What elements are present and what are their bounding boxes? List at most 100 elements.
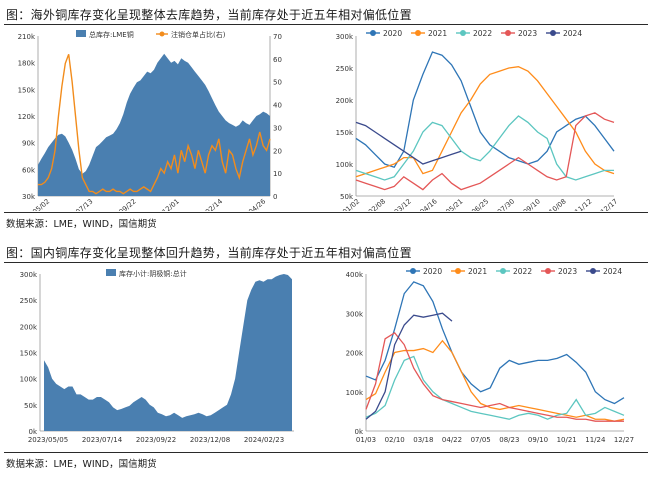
x-tick-label: 11/12 <box>573 197 593 211</box>
x-tick-label: 2024/04/26 <box>232 197 267 211</box>
y2-tick-label: 10 <box>273 170 282 178</box>
y2-tick-label: 30 <box>273 124 282 132</box>
legend-label-inventory: 总库存:LME铜 <box>89 30 134 39</box>
y2-tick-label: 0 <box>273 193 277 201</box>
legend-marker-2021 <box>415 30 421 36</box>
y-tick-label: 50k <box>340 193 354 201</box>
figure2-title-rule <box>4 262 648 263</box>
y-tick-label: 90k <box>22 140 36 148</box>
legend-swatch-shfe <box>106 269 116 276</box>
x-tick-label: 05/21 <box>444 197 464 211</box>
y-tick-label: 300k <box>346 310 364 318</box>
figure2-source-rule <box>4 452 648 453</box>
y-tick-label: 30k <box>22 193 36 201</box>
x-tick-label: 07/30 <box>496 197 516 211</box>
x-tick-label: 2023/05/05 <box>28 436 68 444</box>
legend-label-2020: 2020 <box>423 267 442 276</box>
x-tick-label: 10/21 <box>557 436 577 444</box>
legend-label-2022: 2022 <box>473 29 492 38</box>
legend-label-2024: 2024 <box>603 267 622 276</box>
series-line-2023 <box>355 112 615 191</box>
legend-label-ratio: 注销仓单占比(右) <box>171 30 226 39</box>
y-tick-label: 180k <box>18 60 36 68</box>
y-tick-label: 100k <box>20 376 38 384</box>
legend-marker-2023 <box>545 268 551 274</box>
figure1-source-rule <box>4 212 648 213</box>
y-tick-label: 0k <box>28 428 37 436</box>
legend-marker-2023 <box>505 30 511 36</box>
lme-total-inventory-chart: 30k 60k 90k 120k 150k 180k 210k 0 10 20 30 40 50 60 70… <box>16 30 282 211</box>
y-tick-label: 100k <box>336 161 354 169</box>
x-tick-label: 2023/12/01 <box>146 197 181 211</box>
y2-tick-label: 50 <box>273 79 282 87</box>
x-tick-label: 02/10 <box>385 436 405 444</box>
x-tick-label: 09/10 <box>528 436 548 444</box>
legend-label-2021: 2021 <box>428 29 447 38</box>
series-line-2021 <box>355 66 615 178</box>
legend-marker-2024 <box>590 268 596 274</box>
y2-tick-label: 20 <box>273 147 282 155</box>
shfe-total-inventory-chart: 0k 50k 100k 150k 200k 250k 300k 2023/05/05 2023/… <box>20 269 294 444</box>
y2-tick-label: 60 <box>273 56 282 64</box>
legend-label-2020: 2020 <box>383 29 402 38</box>
y-tick-label: 300k <box>20 271 38 279</box>
legend-marker-2022 <box>500 268 506 274</box>
legend-label-2022: 2022 <box>513 267 532 276</box>
x-tick-label: 09/10 <box>522 197 542 211</box>
series-line-2022 <box>365 355 625 420</box>
figure2-source: 数据来源：LME，WIND，国信期货 <box>6 459 157 470</box>
y-tick-label: 150k <box>18 86 36 94</box>
legend-label-2023: 2023 <box>558 267 577 276</box>
x-tick-label: 10/08 <box>548 197 568 211</box>
y-tick-label: 400k <box>346 271 364 279</box>
figure1-source: 数据来源：LME，WIND，国信期货 <box>6 219 157 230</box>
x-tick-label: 2024/02/14 <box>189 197 224 211</box>
legend-label-2024: 2024 <box>563 29 582 38</box>
x-tick-label: 2023/07/14 <box>82 436 123 444</box>
legend-marker-2021 <box>455 268 461 274</box>
legend-label-2023: 2023 <box>518 29 537 38</box>
legend-label-shfe: 库存小计:阴极铜:总计 <box>119 269 187 278</box>
x-tick-label: 2023/09/22 <box>136 436 176 444</box>
legend-marker-2024 <box>550 30 556 36</box>
series-line-2020 <box>355 51 615 168</box>
series-line-2022 <box>355 115 614 181</box>
shfe-inventory-area <box>44 274 292 431</box>
legend-label-2021: 2021 <box>468 267 487 276</box>
x-tick-label: 03/12 <box>393 197 413 211</box>
lme-inventory-area <box>38 53 270 196</box>
y-tick-label: 150k <box>336 129 354 137</box>
y-tick-label: 50k <box>24 402 38 410</box>
legend-marker-2022 <box>460 30 466 36</box>
series-line-2024 <box>365 312 453 420</box>
x-tick-label: 08/23 <box>499 436 519 444</box>
x-tick-label: 2024/02/23 <box>244 436 284 444</box>
legend-marker-2020 <box>410 268 416 274</box>
x-tick-label: 04/22 <box>442 436 462 444</box>
x-tick-label: 07/05 <box>471 436 491 444</box>
series-line-2023 <box>365 332 624 422</box>
x-tick-label: 12/17 <box>599 197 619 211</box>
y-tick-label: 150k <box>20 350 38 358</box>
y2-tick-label: 40 <box>273 102 282 110</box>
y-tick-label: 100k <box>346 389 364 397</box>
x-tick-label: 2023/12/08 <box>190 436 230 444</box>
y-tick-label: 250k <box>336 65 354 73</box>
x-tick-label: 02/08 <box>367 197 387 211</box>
cancelled-warrant-ratio-line <box>38 54 271 195</box>
figure1-title-rule <box>4 24 648 25</box>
x-tick-label: 03/18 <box>413 436 433 444</box>
y-tick-label: 210k <box>18 33 36 41</box>
legend-marker-ratio <box>159 31 165 37</box>
x-tick-label: 2023/09/22 <box>103 197 138 211</box>
series-line-2020 <box>365 281 625 405</box>
figure2-caption: 图：国内铜库存变化呈现整体回升趋势，当前库存处于近五年相对偏高位置 <box>6 246 412 260</box>
y-tick-label: 120k <box>18 113 36 121</box>
y-tick-label: 0k <box>354 428 363 436</box>
y-tick-label: 250k <box>20 297 38 305</box>
x-tick-label: 12/27 <box>614 436 634 444</box>
x-tick-label: 06/25 <box>470 197 490 211</box>
legend-marker-2020 <box>370 30 376 36</box>
y-tick-label: 200k <box>336 97 354 105</box>
